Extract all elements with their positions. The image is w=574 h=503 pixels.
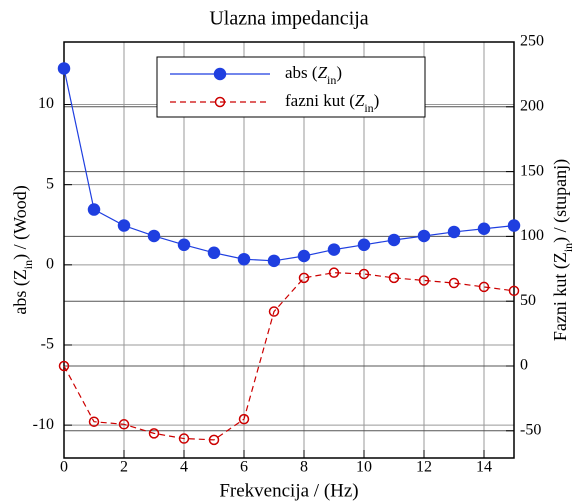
text-part: ) / (stupanj) [550,159,571,243]
data-point [447,225,461,239]
x-tick-label: 8 [300,459,308,476]
data-point [178,433,190,444]
y2-tick-label: 200 [520,97,544,114]
text-part: Z [355,91,365,110]
data-point [507,219,521,232]
plot-frame [63,41,515,459]
legend-label: fazni kut (Zin) [285,91,379,115]
data-point [298,272,310,284]
data-point [58,360,70,372]
data-point [207,246,221,260]
y2-tick-label: 50 [520,292,536,309]
text-part: ) [336,63,342,82]
data-point [478,281,490,293]
y2-tick-label: 250 [520,33,544,50]
x-tick-label: 14 [476,459,492,476]
data-point [177,238,191,252]
data-point [148,428,160,439]
legend-label: abs (Zin) [285,63,342,87]
text-part: in [561,243,574,252]
data-point [387,233,401,247]
x-tick-label: 4 [180,459,188,476]
text-part: abs (Z [10,269,31,314]
data-point [388,272,400,284]
y-tick-label: 0 [46,256,54,273]
data-point [448,277,460,289]
y-axis-label: abs (Zin) / (Wood) [10,185,35,314]
y-tick-label: -10 [33,416,54,433]
x-tick-label: 6 [240,459,248,476]
legend-box [156,56,426,118]
y-tick-label: 5 [46,175,54,192]
data-point [118,419,130,430]
data-point [477,222,491,236]
y-tick-label: 10 [38,95,54,112]
text-part: in [364,101,373,115]
text-part: in [21,260,35,269]
x-tick-label: 12 [416,459,432,476]
text-part: in [327,73,336,87]
x-tick-label: 0 [60,459,68,476]
y2-tick-label: -50 [520,421,541,438]
data-point [358,268,370,280]
text-part: ) / (Wood) [10,185,31,260]
text-part: fazni kut ( [285,91,355,110]
legend-marker [213,67,227,81]
data-point [237,252,251,266]
data-point [87,203,101,216]
data-point [147,229,161,243]
y2-axis-label: Fazni kut (Zin) / (stupanj) [550,159,574,341]
data-point [297,249,311,263]
data-point [418,275,430,286]
x-tick-label: 2 [120,459,128,476]
x-tick-label: 10 [356,459,372,476]
chart-title: Ulazna impedancija [209,8,368,30]
y-tick-label: -5 [41,336,54,353]
y2-tick-label: 100 [520,227,544,244]
y2-tick-label: 150 [520,162,544,179]
data-point [327,243,341,256]
series-line [63,68,515,262]
text-part: Fazni kut (Z [550,252,571,341]
data-point [208,434,220,446]
text-part: abs ( [285,63,318,82]
series-line [63,272,515,441]
legend-marker [214,96,226,108]
data-point [508,285,520,297]
data-point [117,219,131,232]
x-axis-label: Frekvencija / (Hz) [219,480,358,501]
text-part: Z [318,63,328,82]
data-point [88,416,100,427]
data-point [268,306,280,317]
data-point [328,267,340,278]
data-point [57,62,71,75]
data-point [267,254,281,268]
data-point [417,229,431,243]
data-point [238,413,250,425]
y2-tick-label: 0 [520,357,528,374]
data-point [357,238,371,252]
text-part: ) [374,91,380,110]
